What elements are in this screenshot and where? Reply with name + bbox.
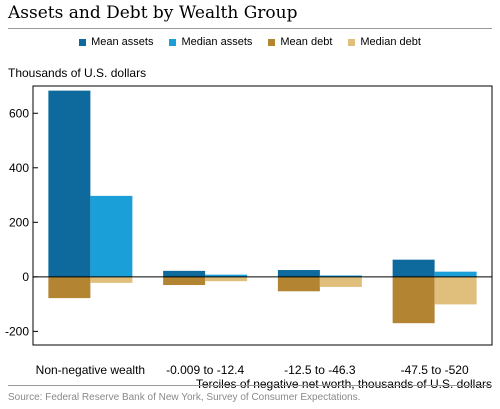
category-label: -12.5 to -46.3 <box>284 363 356 377</box>
y-tick-label: -200 <box>5 324 29 338</box>
bar-mean-assets <box>277 270 320 277</box>
source-rule <box>8 385 492 386</box>
bar-mean-debt <box>277 276 320 292</box>
bar-median-assets <box>319 275 362 277</box>
bar-mean-assets <box>392 259 435 277</box>
bar-median-debt <box>434 276 477 305</box>
title-rule <box>8 28 492 29</box>
legend-swatch-mean-debt <box>268 38 276 46</box>
chart-title: Assets and Debt by Wealth Group <box>8 3 298 23</box>
legend-item-mean-assets: Mean assets <box>79 36 153 48</box>
legend: Mean assets Median assets Mean debt Medi… <box>0 36 500 48</box>
bar-median-assets <box>90 195 133 277</box>
bar-mean-assets <box>163 270 206 277</box>
legend-swatch-median-assets <box>169 38 177 46</box>
category-label: Non-negative wealth <box>36 363 145 377</box>
category-label: -47.5 to -520 <box>401 363 469 377</box>
bar-median-debt <box>205 276 248 282</box>
legend-item-mean-debt: Mean debt <box>268 36 332 48</box>
legend-label-mean-debt: Mean debt <box>280 36 333 48</box>
y-axis-label: Thousands of U.S. dollars <box>8 66 147 80</box>
plot-frame <box>32 85 493 346</box>
y-tick-label: 200 <box>9 215 29 229</box>
bar-mean-assets <box>48 90 91 277</box>
y-tick-label: 0 <box>22 270 29 284</box>
legend-label-median-debt: Median debt <box>360 36 421 48</box>
legend-item-median-debt: Median debt <box>348 36 421 48</box>
category-label: -0.009 to -12.4 <box>166 363 244 377</box>
bar-mean-debt <box>48 276 91 299</box>
source-note: Source: Federal Reserve Bank of New York… <box>8 392 361 403</box>
bar-median-debt <box>319 276 362 287</box>
legend-item-median-assets: Median assets <box>169 36 252 48</box>
y-tick-label: 600 <box>9 106 29 120</box>
bar-mean-debt <box>392 276 435 324</box>
y-tick-label: 400 <box>9 161 29 175</box>
legend-label-mean-assets: Mean assets <box>91 36 154 48</box>
legend-swatch-mean-assets <box>79 38 87 46</box>
bar-median-debt <box>90 276 133 283</box>
bar-median-assets <box>434 271 477 277</box>
legend-swatch-median-debt <box>348 38 356 46</box>
bar-mean-debt <box>163 276 206 286</box>
legend-label-median-assets: Median assets <box>181 36 253 48</box>
bar-median-assets <box>205 274 248 277</box>
x-axis-label: Terciles of negative net worth, thousand… <box>196 377 492 391</box>
